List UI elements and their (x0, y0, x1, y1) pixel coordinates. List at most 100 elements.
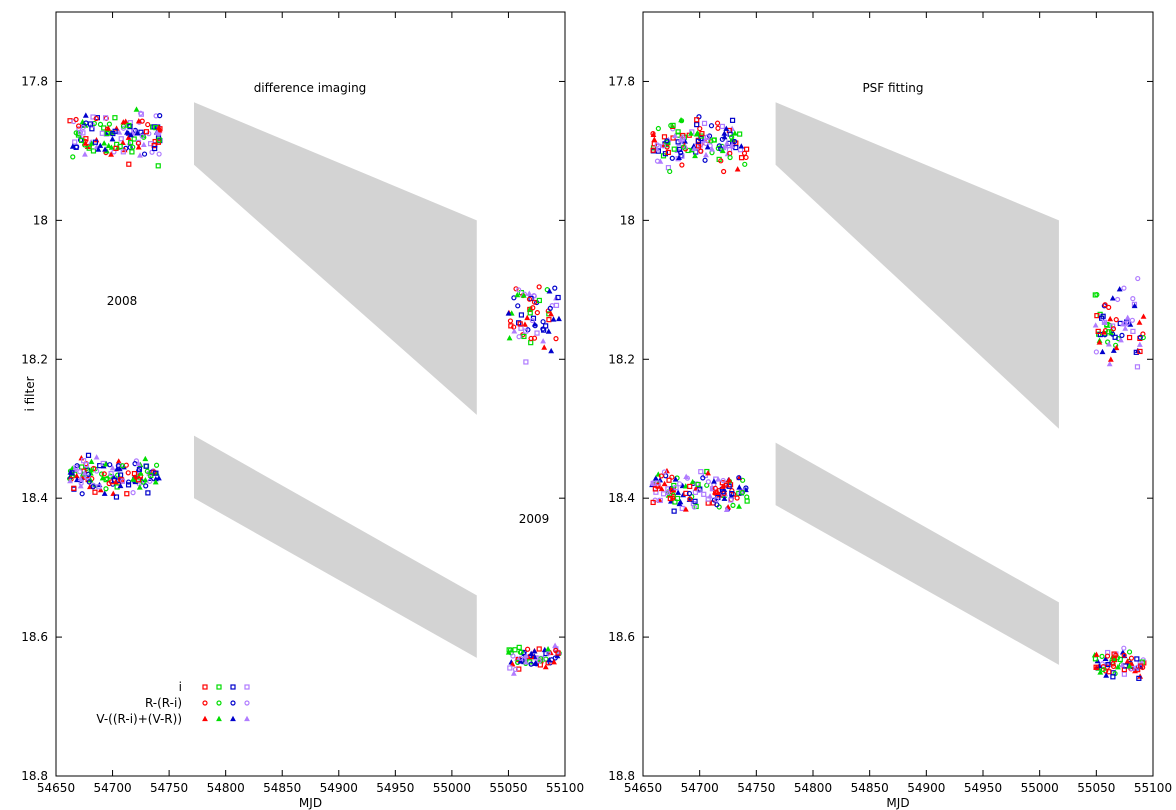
data-point (131, 471, 138, 477)
data-point (652, 475, 659, 481)
data-point (508, 323, 514, 329)
data-point (1110, 674, 1116, 680)
data-point (550, 316, 557, 322)
data-point (1105, 341, 1112, 347)
data-point (79, 137, 85, 144)
data-point (526, 290, 533, 296)
data-point (113, 145, 119, 151)
data-point (1110, 323, 1116, 329)
data-point (1096, 339, 1103, 345)
data-point (1111, 657, 1117, 663)
data-point (536, 297, 542, 304)
data-point (719, 123, 725, 130)
data-point (556, 315, 562, 322)
data-point (131, 136, 137, 142)
data-point (82, 140, 89, 146)
data-point (1129, 317, 1135, 323)
data-point (1117, 656, 1123, 663)
data-point (152, 145, 158, 152)
data-point (553, 336, 559, 342)
x-axis-title: MJD (299, 796, 322, 810)
data-point (1109, 295, 1116, 301)
data-point (102, 146, 108, 152)
data-point (156, 137, 162, 143)
data-point (141, 151, 148, 157)
data-point (536, 646, 542, 652)
data-point (157, 113, 163, 119)
data-point (1134, 364, 1141, 370)
y-tick-label: 17.8 (608, 74, 635, 88)
data-point (109, 465, 116, 471)
data-point (658, 473, 664, 479)
data-point (76, 123, 82, 129)
data-point (698, 469, 704, 475)
legend-marker (202, 715, 208, 722)
data-point (142, 455, 149, 462)
data-point (528, 661, 534, 667)
data-point (1119, 662, 1126, 668)
data-point (1138, 663, 1144, 669)
data-point (120, 125, 127, 131)
data-point (1101, 319, 1108, 325)
data-point (667, 495, 673, 502)
data-point (661, 469, 668, 475)
data-point (692, 498, 698, 504)
data-point (679, 505, 685, 512)
data-point (1136, 319, 1143, 325)
data-point (739, 489, 746, 496)
data-point (531, 299, 538, 305)
data-point (82, 112, 89, 118)
data-point (682, 506, 689, 512)
data-point (99, 471, 105, 477)
data-point (145, 121, 151, 128)
data-point (143, 129, 150, 135)
data-point (109, 136, 116, 142)
data-point (67, 477, 73, 484)
data-point (1128, 655, 1135, 661)
data-point (723, 125, 730, 131)
data-point (130, 490, 136, 496)
data-point (1093, 349, 1099, 355)
data-point (69, 470, 75, 476)
data-point (654, 142, 660, 148)
data-point (1134, 664, 1141, 670)
data-point (79, 464, 85, 470)
data-point (695, 138, 702, 144)
data-point (152, 479, 159, 485)
data-point (129, 149, 135, 155)
data-point (135, 144, 142, 150)
data-point (520, 292, 527, 298)
data-point (94, 468, 100, 474)
data-point (1130, 328, 1136, 335)
data-point (1121, 645, 1127, 651)
data-point (511, 328, 518, 334)
data-point (696, 487, 702, 493)
data-point (662, 151, 669, 157)
data-point (734, 495, 740, 501)
data-point (668, 122, 674, 129)
data-point (147, 478, 153, 484)
data-point (701, 491, 707, 497)
data-point (101, 140, 108, 146)
data-point (528, 340, 534, 346)
data-point (518, 325, 524, 331)
data-point (120, 149, 126, 155)
data-point (727, 154, 733, 161)
data-point (112, 115, 118, 121)
data-point (106, 121, 112, 127)
data-point (1121, 671, 1127, 677)
data-point (548, 310, 554, 317)
panel-title: difference imaging (254, 81, 367, 95)
data-point (700, 475, 706, 481)
data-point (1100, 313, 1106, 319)
data-point (718, 158, 724, 164)
data-point (83, 120, 89, 126)
x-tick-label: 55050 (1077, 781, 1115, 795)
data-point (705, 470, 711, 476)
data-point (1094, 313, 1100, 319)
data-point (703, 140, 709, 147)
data-point (713, 497, 720, 503)
y-tick-label: 18.6 (608, 630, 635, 644)
data-point (731, 138, 738, 145)
